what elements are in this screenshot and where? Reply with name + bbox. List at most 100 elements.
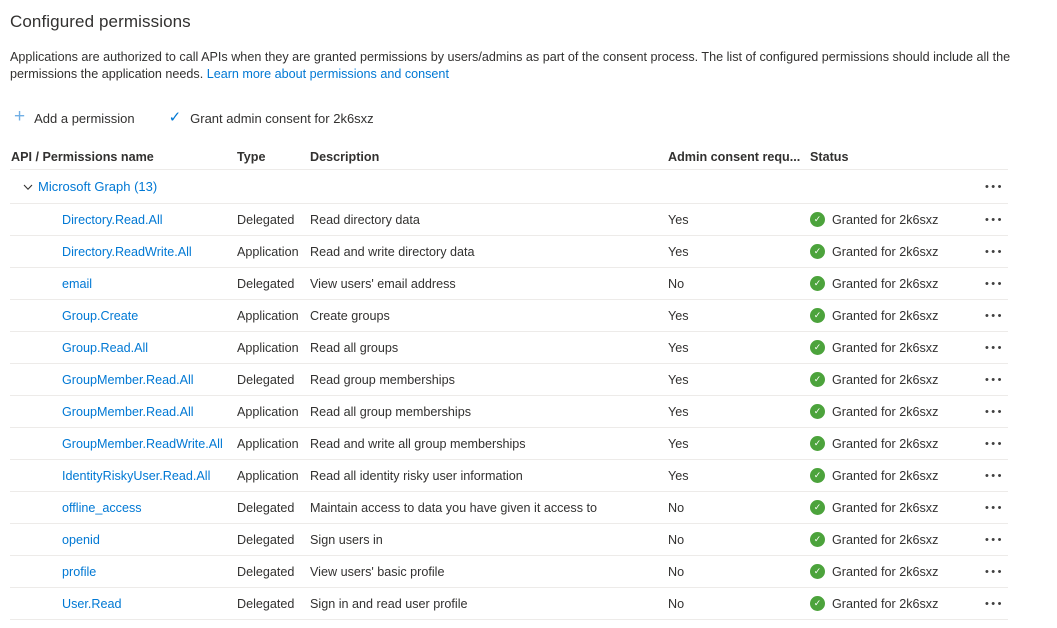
status-text: Granted for 2k6sxz xyxy=(832,404,939,419)
permission-row: offline_access Delegated Maintain access… xyxy=(10,492,1008,524)
ellipsis-icon: ••• xyxy=(984,533,1004,546)
granted-check-icon: ✓ xyxy=(810,244,825,259)
ellipsis-icon: ••• xyxy=(984,501,1004,514)
permission-type: Application xyxy=(237,308,299,323)
permission-name-link[interactable]: Directory.Read.All xyxy=(62,212,163,227)
granted-check-icon: ✓ xyxy=(810,596,825,611)
permission-description: Read all group memberships xyxy=(310,404,472,419)
admin-consent-required-value: No xyxy=(668,596,685,611)
header-admin-consent-required: Admin consent requ... xyxy=(668,149,801,164)
row-more-options-button[interactable]: ••• xyxy=(983,467,1006,485)
row-more-options-button[interactable]: ••• xyxy=(983,563,1006,581)
status-text: Granted for 2k6sxz xyxy=(832,500,939,515)
row-more-options-button[interactable]: ••• xyxy=(983,371,1006,389)
status-text: Granted for 2k6sxz xyxy=(832,340,939,355)
ellipsis-icon: ••• xyxy=(984,373,1004,386)
row-more-options-button[interactable]: ••• xyxy=(983,499,1006,517)
granted-check-icon: ✓ xyxy=(810,500,825,515)
permission-type: Delegated xyxy=(237,276,295,291)
ellipsis-icon: ••• xyxy=(984,180,1004,193)
permission-name-link[interactable]: GroupMember.Read.All xyxy=(62,372,194,387)
ellipsis-icon: ••• xyxy=(984,597,1004,610)
permission-name-link[interactable]: Group.Read.All xyxy=(62,340,149,355)
group-more-options-button[interactable]: ••• xyxy=(983,178,1006,196)
granted-check-icon: ✓ xyxy=(810,468,825,483)
permission-row: GroupMember.Read.All Delegated Read grou… xyxy=(10,364,1008,396)
permission-row: openid Delegated Sign users in No ✓ Gran… xyxy=(10,524,1008,556)
grant-admin-consent-button[interactable]: ✓ Grant admin consent for 2k6sxz xyxy=(165,109,378,128)
granted-check-icon: ✓ xyxy=(810,276,825,291)
api-group-name-link[interactable]: Microsoft Graph (13) xyxy=(38,179,158,194)
permission-type: Application xyxy=(237,340,299,355)
permission-name-link[interactable]: Group.Create xyxy=(62,308,139,323)
admin-consent-required-value: No xyxy=(668,532,685,547)
row-more-options-button[interactable]: ••• xyxy=(983,243,1006,261)
status-text: Granted for 2k6sxz xyxy=(832,276,939,291)
granted-check-icon: ✓ xyxy=(810,564,825,579)
permission-type: Application xyxy=(237,468,299,483)
permission-type: Delegated xyxy=(237,532,295,547)
granted-check-icon: ✓ xyxy=(810,532,825,547)
permission-name-link[interactable]: User.Read xyxy=(62,596,122,611)
permission-type: Application xyxy=(237,244,299,259)
description-text: Applications are authorized to call APIs… xyxy=(10,50,1011,81)
permission-name-link[interactable]: email xyxy=(62,276,93,291)
permission-name-link[interactable]: IdentityRiskyUser.Read.All xyxy=(62,468,211,483)
permission-type: Application xyxy=(237,404,299,419)
page-title: Configured permissions xyxy=(10,12,191,31)
header-status: Status xyxy=(810,149,849,164)
permission-row: email Delegated View users' email addres… xyxy=(10,268,1008,300)
permission-name-link[interactable]: Directory.ReadWrite.All xyxy=(62,244,192,259)
permission-type: Delegated xyxy=(237,212,295,227)
permission-row: User.Read Delegated Sign in and read use… xyxy=(10,588,1008,620)
ellipsis-icon: ••• xyxy=(984,213,1004,226)
row-more-options-button[interactable]: ••• xyxy=(983,435,1006,453)
permission-type: Application xyxy=(237,436,299,451)
permission-description: Create groups xyxy=(310,308,390,323)
admin-consent-required-value: No xyxy=(668,500,685,515)
permission-description: Read and write directory data xyxy=(310,244,475,259)
permission-description: Maintain access to data you have given i… xyxy=(310,500,598,515)
granted-check-icon: ✓ xyxy=(810,340,825,355)
api-group-row-microsoft-graph[interactable]: Microsoft Graph (13) ••• xyxy=(10,170,1008,204)
ellipsis-icon: ••• xyxy=(984,437,1004,450)
row-more-options-button[interactable]: ••• xyxy=(983,339,1006,357)
granted-check-icon: ✓ xyxy=(810,404,825,419)
page-description: Applications are authorized to call APIs… xyxy=(10,49,1012,83)
header-description: Description xyxy=(310,149,380,164)
permission-name-link[interactable]: GroupMember.Read.All xyxy=(62,404,194,419)
permission-description: Read group memberships xyxy=(310,372,455,387)
command-bar: + Add a permission ✓ Grant admin consent… xyxy=(10,106,1047,130)
permission-row: Directory.ReadWrite.All Application Read… xyxy=(10,236,1008,268)
add-permission-button[interactable]: + Add a permission xyxy=(10,107,139,128)
permission-name-link[interactable]: offline_access xyxy=(62,500,142,515)
permission-description: View users' basic profile xyxy=(310,564,445,579)
row-more-options-button[interactable]: ••• xyxy=(983,275,1006,293)
row-more-options-button[interactable]: ••• xyxy=(983,403,1006,421)
permission-name-link[interactable]: GroupMember.ReadWrite.All xyxy=(62,436,223,451)
row-more-options-button[interactable]: ••• xyxy=(983,307,1006,325)
learn-more-link[interactable]: Learn more about permissions and consent xyxy=(206,67,449,81)
admin-consent-required-value: Yes xyxy=(668,212,689,227)
row-more-options-button[interactable]: ••• xyxy=(983,211,1006,229)
permission-name-link[interactable]: profile xyxy=(62,564,97,579)
row-more-options-button[interactable]: ••• xyxy=(983,531,1006,549)
permission-type: Delegated xyxy=(237,372,295,387)
row-more-options-button[interactable]: ••• xyxy=(983,595,1006,613)
status-text: Granted for 2k6sxz xyxy=(832,436,939,451)
permissions-table: API / Permissions name Type Description … xyxy=(10,144,1008,620)
ellipsis-icon: ••• xyxy=(984,405,1004,418)
granted-check-icon: ✓ xyxy=(810,212,825,227)
admin-consent-required-value: Yes xyxy=(668,468,689,483)
permission-description: Read directory data xyxy=(310,212,420,227)
status-text: Granted for 2k6sxz xyxy=(832,244,939,259)
permission-row: Group.Read.All Application Read all grou… xyxy=(10,332,1008,364)
permission-description: Sign users in xyxy=(310,532,383,547)
api-group-toggle[interactable]: Microsoft Graph (13) xyxy=(10,179,975,194)
admin-consent-required-value: No xyxy=(668,276,685,291)
permission-name-link[interactable]: openid xyxy=(62,532,100,547)
admin-consent-required-value: Yes xyxy=(668,340,689,355)
add-permission-label: Add a permission xyxy=(34,110,135,126)
permission-row: IdentityRiskyUser.Read.All Application R… xyxy=(10,460,1008,492)
